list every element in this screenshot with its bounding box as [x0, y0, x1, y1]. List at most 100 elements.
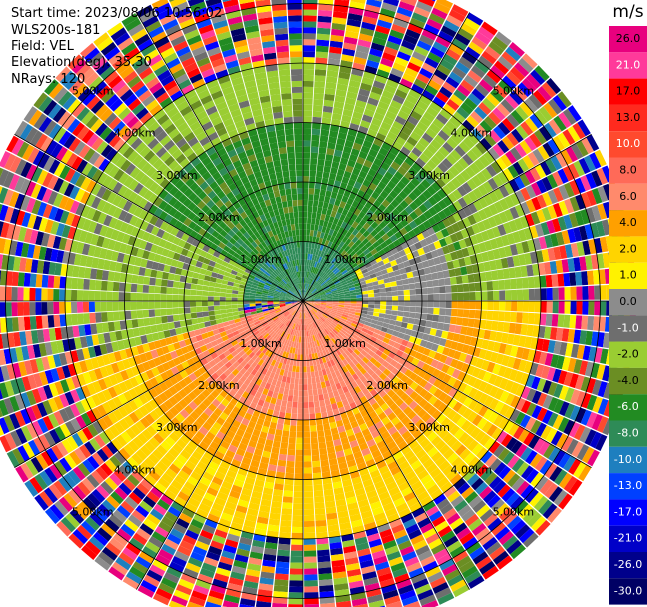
range-gate	[425, 273, 433, 281]
range-gate	[352, 279, 360, 285]
range-gate	[407, 317, 415, 325]
range-gate	[276, 561, 290, 569]
range-gate	[562, 108, 577, 125]
range-gate	[308, 389, 313, 397]
range-gate	[509, 179, 520, 193]
range-gate	[414, 256, 422, 264]
range-gate	[304, 271, 306, 278]
range-gate	[318, 147, 327, 154]
range-gate	[435, 113, 449, 125]
range-gate	[304, 592, 319, 599]
range-gate	[299, 366, 303, 373]
range-gate	[312, 122, 321, 130]
range-gate	[329, 197, 336, 205]
range-gate	[290, 556, 303, 563]
range-gate	[322, 266, 328, 273]
range-gate	[423, 199, 433, 210]
range-gate	[502, 168, 514, 182]
range-gate	[403, 195, 414, 206]
range-gate	[461, 247, 470, 258]
range-gate	[442, 141, 454, 154]
range-gate	[347, 178, 356, 187]
range-gate	[481, 291, 488, 301]
range-gate	[365, 102, 377, 112]
range-gate	[319, 189, 327, 197]
range-gate	[519, 173, 531, 187]
range-gate	[325, 154, 334, 162]
range-gate	[315, 249, 320, 256]
range-gate	[338, 126, 349, 135]
range-gate	[406, 271, 414, 279]
range-gate	[404, 171, 414, 182]
range-gate	[317, 9, 333, 17]
range-gate	[358, 170, 368, 179]
range-gate	[404, 120, 416, 131]
range-gate	[321, 207, 328, 215]
range-gate	[359, 82, 372, 92]
range-gate	[463, 301, 470, 310]
range-gate	[486, 228, 496, 240]
range-gate	[369, 91, 382, 101]
range-gate	[324, 434, 333, 442]
range-gate	[311, 212, 317, 219]
range-gate	[399, 78, 413, 89]
range-gate	[312, 289, 318, 294]
range-gate	[514, 143, 527, 158]
range-gate	[400, 176, 410, 186]
range-gate	[335, 143, 344, 152]
range-gate	[313, 292, 320, 297]
range-gate	[462, 309, 470, 318]
range-gate	[353, 105, 365, 115]
range-gate	[523, 227, 533, 241]
range-gate	[504, 209, 514, 222]
range-gate	[387, 255, 396, 262]
range-gate	[573, 160, 586, 177]
range-gate	[419, 254, 428, 262]
range-gate	[308, 401, 315, 408]
range-gate	[433, 286, 440, 294]
range-gate	[478, 154, 491, 168]
range-gate	[375, 25, 391, 35]
range-gate	[308, 295, 314, 299]
range-gate	[366, 265, 374, 272]
range-gate	[303, 289, 305, 296]
range-gate	[214, 310, 221, 315]
range-gate	[274, 404, 281, 412]
range-gate	[350, 295, 357, 299]
range-gate	[304, 289, 308, 296]
range-gate	[430, 233, 439, 243]
range-gate	[407, 229, 417, 239]
range-gate	[444, 277, 451, 286]
range-gate	[431, 0, 436, 2]
range-gate	[386, 266, 394, 274]
range-gate	[303, 57, 315, 64]
range-gate	[504, 311, 511, 322]
range-gate	[404, 214, 414, 224]
range-gate	[184, 307, 191, 314]
range-gate	[308, 182, 315, 189]
range-gate	[507, 164, 519, 179]
range-gate	[83, 313, 90, 325]
range-gate	[293, 491, 303, 498]
range-gate	[337, 275, 345, 281]
range-gate	[386, 131, 398, 141]
range-gate	[312, 267, 316, 274]
range-gate	[457, 301, 464, 309]
range-gate	[462, 119, 475, 133]
range-gate	[356, 303, 363, 307]
range-gate	[475, 124, 489, 138]
range-gate	[304, 586, 319, 593]
range-gate	[454, 267, 462, 277]
range-gate	[306, 366, 311, 373]
range-gate	[466, 149, 479, 162]
range-gate	[320, 251, 325, 258]
range-gate	[325, 290, 332, 294]
range-gate	[481, 251, 490, 262]
range-gate	[310, 365, 315, 372]
range-gate	[458, 124, 471, 137]
range-gate	[390, 67, 404, 78]
range-gate	[306, 283, 309, 290]
range-gate	[517, 158, 530, 173]
range-gate	[354, 268, 362, 274]
range-gate	[340, 60, 353, 68]
